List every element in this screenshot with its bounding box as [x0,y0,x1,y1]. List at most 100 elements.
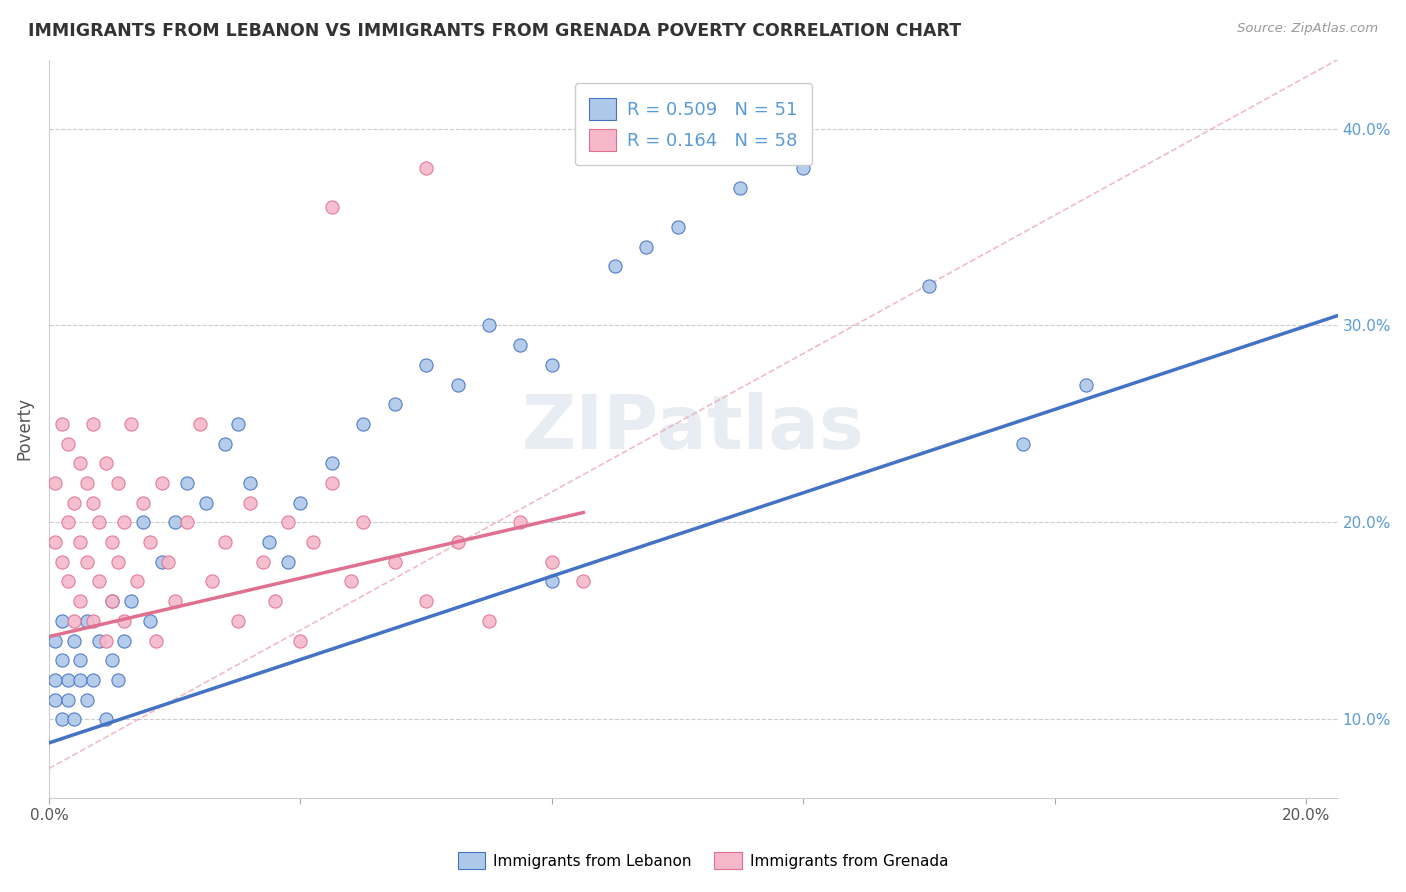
Point [69,653,91,667]
Point [792,161,814,175]
Point [446,535,468,549]
Point [321,475,343,490]
Point [76,692,98,706]
Point [132,516,155,530]
Point [69,594,91,608]
Point [384,397,406,411]
Point [352,516,374,530]
Point [76,555,98,569]
Point [56,673,79,687]
Point [94,456,117,470]
Point [290,633,312,648]
Point [214,535,236,549]
Point [302,535,325,549]
Point [339,574,361,589]
Point [44,475,66,490]
Point [415,594,437,608]
Point [107,555,129,569]
Point [101,653,124,667]
Point [176,475,198,490]
Point [63,712,86,726]
Point [51,653,73,667]
Point [163,594,186,608]
Point [188,417,211,431]
Point [572,574,595,589]
Point [157,555,180,569]
Point [82,417,104,431]
Point [82,614,104,628]
Point [44,692,66,706]
Point [107,673,129,687]
Point [446,377,468,392]
Point [63,496,86,510]
Point [56,574,79,589]
Point [89,516,111,530]
Point [76,475,98,490]
Point [636,240,658,254]
Point [51,417,73,431]
Point [918,279,941,293]
Point [252,555,274,569]
Text: IMMIGRANTS FROM LEBANON VS IMMIGRANTS FROM GRENADA POVERTY CORRELATION CHART: IMMIGRANTS FROM LEBANON VS IMMIGRANTS FR… [28,22,962,40]
Point [112,633,135,648]
Text: Source: ZipAtlas.com: Source: ZipAtlas.com [1237,22,1378,36]
Point [226,614,249,628]
Point [44,673,66,687]
Point [239,496,262,510]
Point [112,614,135,628]
Point [415,161,437,175]
Point [150,555,173,569]
Point [195,496,218,510]
Point [384,555,406,569]
Point [239,475,262,490]
Point [478,614,501,628]
Point [277,516,299,530]
Point [478,318,501,333]
Point [69,456,91,470]
Point [226,417,249,431]
Point [509,338,531,352]
Point [44,633,66,648]
Point [89,574,111,589]
Point [51,712,73,726]
Point [107,475,129,490]
Point [120,417,142,431]
Y-axis label: Poverty: Poverty [15,397,32,460]
Point [63,633,86,648]
Point [101,594,124,608]
Point [56,436,79,450]
Point [138,614,160,628]
Point [101,594,124,608]
Point [1076,377,1098,392]
Point [541,358,564,372]
Point [94,712,117,726]
Point [541,555,564,569]
Point [56,692,79,706]
Legend: Immigrants from Lebanon, Immigrants from Grenada: Immigrants from Lebanon, Immigrants from… [451,846,955,875]
Point [112,516,135,530]
Point [352,417,374,431]
Point [290,496,312,510]
Point [201,574,224,589]
Point [509,516,531,530]
Point [1012,436,1035,450]
Legend: R = 0.509   N = 51, R = 0.164   N = 58: R = 0.509 N = 51, R = 0.164 N = 58 [575,83,811,165]
Point [89,633,111,648]
Point [125,574,148,589]
Point [730,180,752,194]
Point [264,594,287,608]
Point [94,633,117,648]
Point [163,516,186,530]
Point [76,614,98,628]
Point [101,535,124,549]
Point [56,516,79,530]
Point [69,535,91,549]
Point [51,555,73,569]
Point [603,260,626,274]
Point [82,673,104,687]
Point [666,219,689,234]
Point [150,475,173,490]
Point [82,496,104,510]
Point [63,614,86,628]
Point [176,516,198,530]
